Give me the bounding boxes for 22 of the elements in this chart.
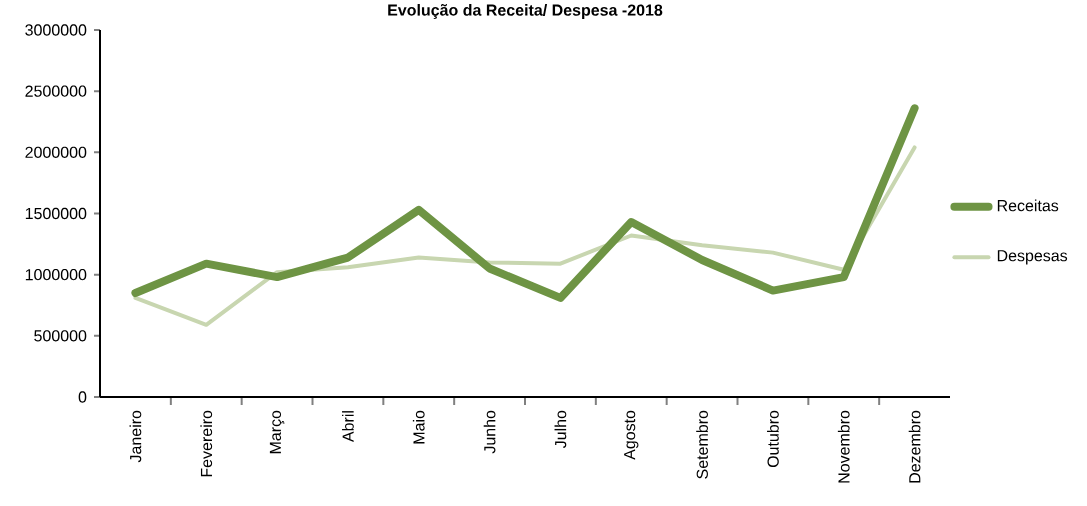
x-tick-label: Dezembro [908,410,921,483]
x-tick-label: Junho [483,410,496,454]
legend-label: Receitas [997,199,1059,212]
y-tick-label: 2000000 [25,146,87,158]
y-tick-label: 1000000 [25,268,87,281]
x-tick-label: Janeiro [129,410,142,463]
y-tick-label: 0 [78,391,87,403]
x-tick-label: Maio [412,410,425,444]
x-tick-label: Agosto [624,410,639,460]
y-tick-label: 500000 [34,330,87,342]
x-tick-label: Julho [554,410,567,449]
x-tick-label: Fevereiro [200,410,213,477]
y-tick-label: 3000000 [25,24,87,36]
x-tick-label: Setembro [696,410,708,479]
y-tick-label: 1500000 [25,207,87,220]
x-tick-label: Abril [342,411,354,443]
x-tick-label: Novembro [837,410,850,483]
y-tick-label: 2500000 [25,85,87,97]
legend-label: Despesas [997,250,1068,265]
x-tick-label: Março [269,410,285,454]
chart-title: Evolução da Receita/ Despesa -2018 [388,3,663,19]
x-tick-label: Outubro [767,410,779,468]
